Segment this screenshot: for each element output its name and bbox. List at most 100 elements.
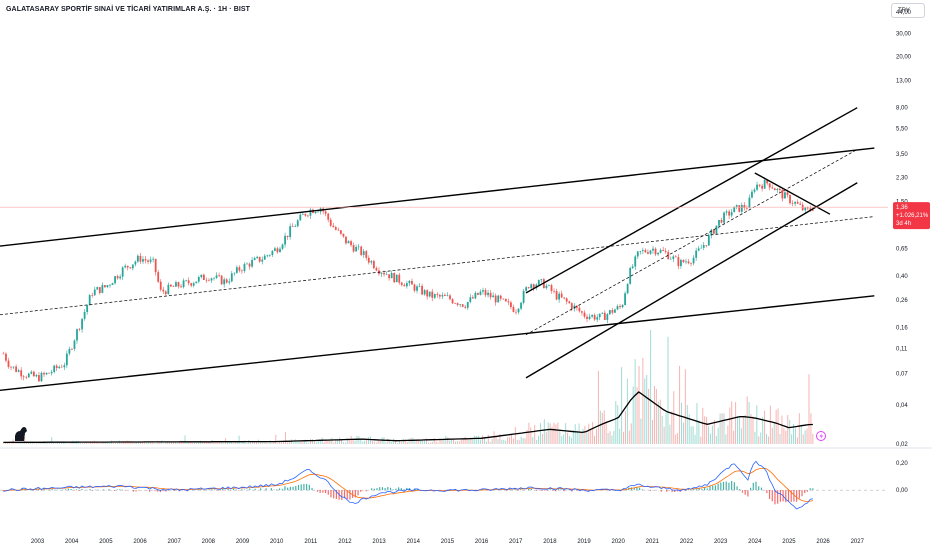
- macd-histogram-bar: [149, 490, 151, 492]
- volume-bar: [402, 438, 404, 444]
- candle-body: [195, 281, 198, 284]
- macd-histogram-bar: [560, 489, 562, 491]
- macd-histogram-bar: [370, 488, 373, 491]
- macd-histogram-bar: [311, 488, 313, 491]
- candle-body: [469, 297, 472, 303]
- volume-bar: [315, 442, 317, 444]
- volume-bar: [468, 440, 470, 444]
- macd-histogram-bar: [752, 482, 754, 491]
- macd-histogram-bar: [671, 490, 673, 493]
- candle-body: [431, 291, 434, 298]
- macd-histogram-bar: [241, 489, 243, 491]
- volume-bar: [14, 443, 16, 444]
- volume-bar: [528, 422, 530, 444]
- candle-body: [438, 294, 441, 297]
- macd-histogram-bar: [749, 487, 752, 491]
- chart-title: GALATASARAY SPORTİF SINAİ VE TİCARİ YATI…: [6, 6, 251, 13]
- candle-body: [20, 370, 23, 377]
- volume-bar: [184, 435, 186, 444]
- volume-bar: [255, 441, 257, 444]
- volume-bar: [509, 437, 511, 444]
- candle-body: [555, 291, 558, 300]
- volume-bar: [45, 442, 47, 444]
- volume-bar: [667, 336, 669, 444]
- candle-body: [751, 191, 753, 198]
- volume-bar: [113, 442, 115, 444]
- volume-bar: [671, 411, 673, 444]
- volume-bar: [368, 437, 370, 444]
- x-tick-label: 2026: [816, 539, 830, 545]
- volume-bar: [186, 442, 188, 444]
- macd-histogram-bar: [555, 490, 557, 492]
- macd-histogram-bar: [768, 490, 771, 499]
- volume-bar: [626, 378, 628, 444]
- volume-bar: [275, 434, 277, 444]
- volume-bar: [700, 436, 702, 444]
- volume-bar: [22, 442, 24, 444]
- volume-bar: [642, 357, 644, 444]
- macd-histogram-bar: [703, 487, 706, 491]
- volume-bar: [406, 441, 408, 444]
- volume-bar: [348, 438, 350, 444]
- currency-selector[interactable]: TRY: [891, 3, 925, 18]
- candle-body: [659, 249, 662, 253]
- volume-bar: [549, 423, 551, 444]
- volume-bar: [284, 432, 286, 444]
- volume-bar: [582, 428, 584, 444]
- candle-body: [304, 213, 307, 216]
- volume-bar: [594, 435, 596, 444]
- macd-histogram-bar: [398, 487, 400, 491]
- volume-bar: [155, 443, 157, 444]
- candle-body: [563, 297, 566, 299]
- candle-body: [142, 259, 144, 262]
- volume-bar: [456, 441, 458, 444]
- volume-bar: [794, 428, 796, 444]
- candle-body: [40, 372, 43, 382]
- volume-bar: [572, 430, 574, 444]
- candle-body: [520, 302, 522, 309]
- candle-body: [187, 280, 190, 284]
- candle-body: [223, 279, 226, 285]
- candle-body: [756, 184, 758, 190]
- candle-body: [2, 353, 5, 355]
- volume-bar: [723, 413, 725, 444]
- volume-bar: [648, 388, 650, 444]
- volume-bar: [87, 443, 89, 444]
- volume-bar: [99, 443, 101, 444]
- macd-histogram-bar: [509, 489, 511, 491]
- volume-bar: [547, 422, 549, 444]
- volume-bar: [395, 439, 397, 444]
- macd-histogram-bar: [576, 490, 578, 491]
- macd-histogram-bar: [281, 488, 283, 491]
- candle-body: [147, 260, 149, 262]
- volume-bar: [451, 438, 453, 444]
- volume-bar: [601, 412, 603, 444]
- candle-body: [690, 263, 692, 264]
- candle-body: [154, 258, 157, 273]
- volume-bar: [143, 441, 145, 444]
- volume-bar: [242, 441, 244, 444]
- candle-body: [428, 291, 431, 297]
- volume-bar: [752, 416, 754, 444]
- volume-bar: [731, 401, 733, 444]
- macd-line: [3, 460, 813, 510]
- volume-bar: [680, 402, 682, 444]
- macd-histogram-bar: [760, 487, 763, 491]
- candle-body: [641, 250, 644, 252]
- volume-bar: [657, 401, 659, 444]
- volume-bar: [767, 436, 769, 444]
- volume-bar: [371, 440, 373, 444]
- volume-bar: [611, 435, 613, 444]
- macd-histogram-bar: [357, 490, 359, 496]
- macd-histogram-bar: [65, 489, 67, 491]
- volume-bar: [725, 434, 727, 444]
- volume-bar: [597, 371, 599, 444]
- candle-body: [182, 280, 185, 288]
- macd-histogram-bar: [213, 489, 216, 491]
- volume-bar: [250, 441, 252, 444]
- volume-bar: [196, 442, 198, 444]
- volume-bar: [769, 405, 771, 444]
- candle-body: [53, 365, 56, 373]
- volume-bar: [541, 433, 543, 444]
